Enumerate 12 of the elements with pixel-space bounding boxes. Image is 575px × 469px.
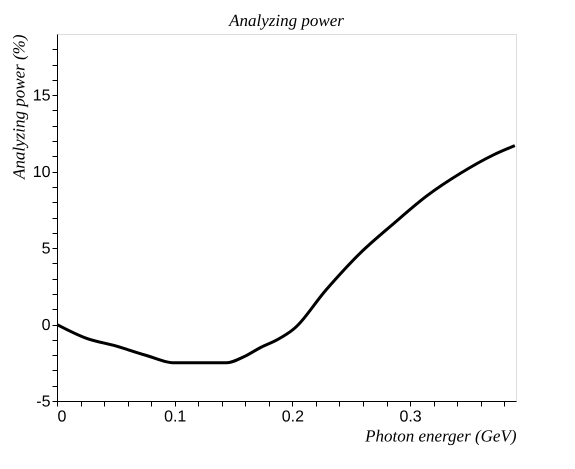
y-tick-label: 0 (42, 317, 51, 334)
x-tick-label: 0.1 (164, 408, 186, 426)
y-axis-title: Analyzing power (%) (10, 34, 29, 180)
y-tick-label: 5 (42, 240, 51, 258)
y-tick-label: -5 (36, 394, 51, 410)
y-tick-label: 10 (32, 164, 51, 182)
y-tick-label: 15 (32, 88, 51, 105)
x-tick-label: 0 (58, 408, 66, 426)
x-axis-title: Photon energer (GeV) (364, 426, 517, 446)
x-tick-label: 0.3 (399, 408, 422, 426)
chart-title: Analyzing power (228, 11, 344, 30)
x-tick-label: 0.2 (282, 408, 304, 426)
